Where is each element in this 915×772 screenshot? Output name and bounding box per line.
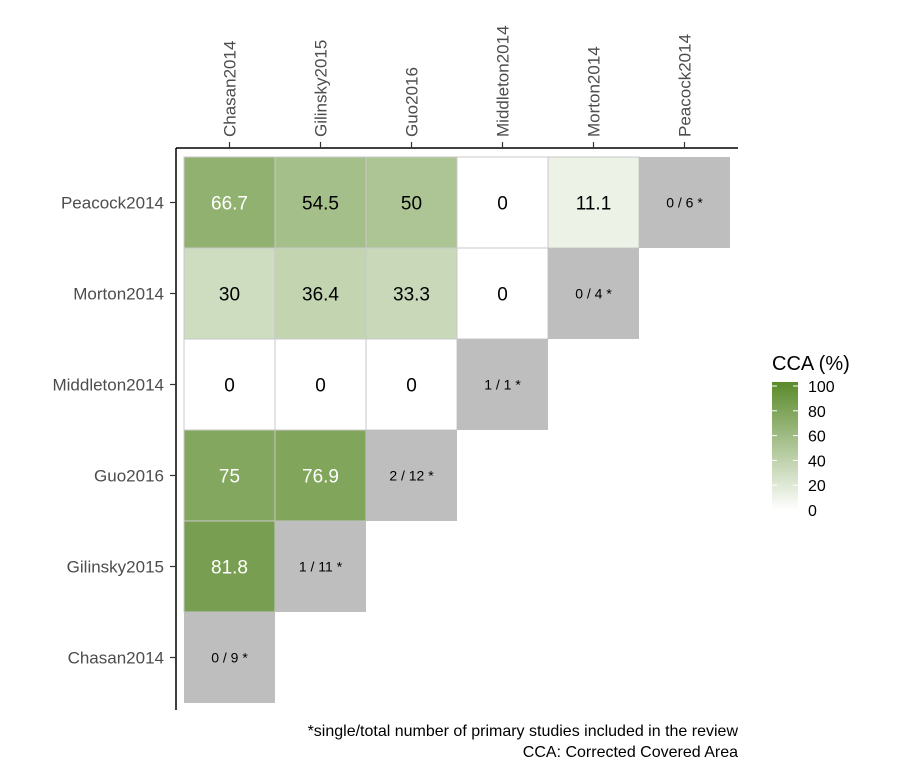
diagonal-count-label: 1 / 11 * xyxy=(299,559,343,575)
y-tick-label: Guo2016 xyxy=(94,467,164,486)
caption-footnote: *single/total number of primary studies … xyxy=(308,723,739,740)
diagonal-cells: 0 / 6 * 0 / 4 * 1 / 1 * 2 / 12 * 1 / 11 * 0 /… xyxy=(184,157,730,703)
diagonal-count-label: 2 / 12 * xyxy=(389,468,434,484)
legend: CCA (%) 0 20 40 60 80 100 xyxy=(772,353,850,520)
heatmap-cell xyxy=(183,247,276,340)
heatmap-cell xyxy=(183,338,276,431)
y-tick-label: Peacock2014 xyxy=(61,194,164,213)
heatmap-cells: 66.7 54.5 50 0 11.1 30 36.4 33.3 0 0 0 0 75 76.9 81.8 xyxy=(183,156,640,613)
diagonal-cell xyxy=(275,521,366,612)
cell-value-label: 54.5 xyxy=(302,194,339,215)
axes xyxy=(175,147,738,710)
legend-title: CCA (%) xyxy=(772,353,850,375)
diagonal-cell xyxy=(184,612,275,703)
cell-value-label: 0 xyxy=(224,376,235,397)
y-tick-label: Gilinsky2015 xyxy=(67,558,164,577)
y-tick-label: Middleton2014 xyxy=(52,376,164,395)
cell-value-label: 76.9 xyxy=(302,467,339,488)
diagonal-cell xyxy=(366,430,457,521)
cell-value-label: 75 xyxy=(219,467,240,488)
legend-colorbar xyxy=(772,382,798,510)
y-axis-tick-labels: Peacock2014 Morton2014 Middleton2014 Guo201… xyxy=(52,194,176,668)
diagonal-cell xyxy=(457,339,548,430)
heatmap-cell xyxy=(365,247,458,340)
cell-value-label: 30 xyxy=(219,285,240,306)
cell-value-label: 66.7 xyxy=(211,194,248,215)
legend-tick-label: 100 xyxy=(808,379,835,396)
diagonal-cell xyxy=(548,248,639,339)
cell-value-label: 36.4 xyxy=(302,285,339,306)
heatmap-cell xyxy=(456,156,549,249)
legend-tick-label: 0 xyxy=(808,503,817,520)
y-tick-label: Morton2014 xyxy=(73,285,164,304)
legend-tick-label: 40 xyxy=(808,453,826,470)
x-tick-label: Chasan2014 xyxy=(221,41,240,137)
legend-tick-label: 60 xyxy=(808,429,826,446)
heatmap-cell xyxy=(547,156,640,249)
cell-value-label: 11.1 xyxy=(576,194,612,215)
heatmap-cell xyxy=(274,429,367,522)
diagonal-count-label: 0 / 4 * xyxy=(575,286,612,302)
legend-tick-label: 20 xyxy=(808,478,826,495)
y-tick-label: Chasan2014 xyxy=(68,649,164,668)
diagonal-count-label: 1 / 1 * xyxy=(484,377,521,393)
cell-value-label: 50 xyxy=(401,194,422,215)
diagonal-count-label: 0 / 6 * xyxy=(666,195,703,211)
x-tick-label: Peacock2014 xyxy=(676,34,695,137)
caption-cca-definition: CCA: Corrected Covered Area xyxy=(523,744,738,761)
heatmap-cell xyxy=(274,156,367,249)
heatmap-cell xyxy=(183,156,276,249)
x-tick-label: Gilinsky2015 xyxy=(312,40,331,137)
legend-tick-label: 80 xyxy=(808,404,826,421)
cell-value-label: 33.3 xyxy=(393,285,430,306)
x-tick-label: Morton2014 xyxy=(585,46,604,137)
heatmap-cell xyxy=(365,156,458,249)
cell-value-label: 0 xyxy=(315,376,326,397)
heatmap-cell xyxy=(365,338,458,431)
x-tick-label: Middleton2014 xyxy=(494,25,513,137)
cell-value-label: 0 xyxy=(406,376,417,397)
cell-value-label: 81.8 xyxy=(211,558,248,579)
heatmap-cell xyxy=(183,429,276,522)
diagonal-count-label: 0 / 9 * xyxy=(211,650,248,666)
x-tick-label: Guo2016 xyxy=(403,67,422,137)
cell-value-label: 0 xyxy=(497,285,508,306)
cell-value-label: 0 xyxy=(497,194,508,215)
heatmap-cell xyxy=(183,520,276,613)
diagonal-cell xyxy=(639,157,730,248)
x-axis-tick-labels: Chasan2014 Gilinsky2015 Guo2016 Middleton20… xyxy=(221,25,695,148)
